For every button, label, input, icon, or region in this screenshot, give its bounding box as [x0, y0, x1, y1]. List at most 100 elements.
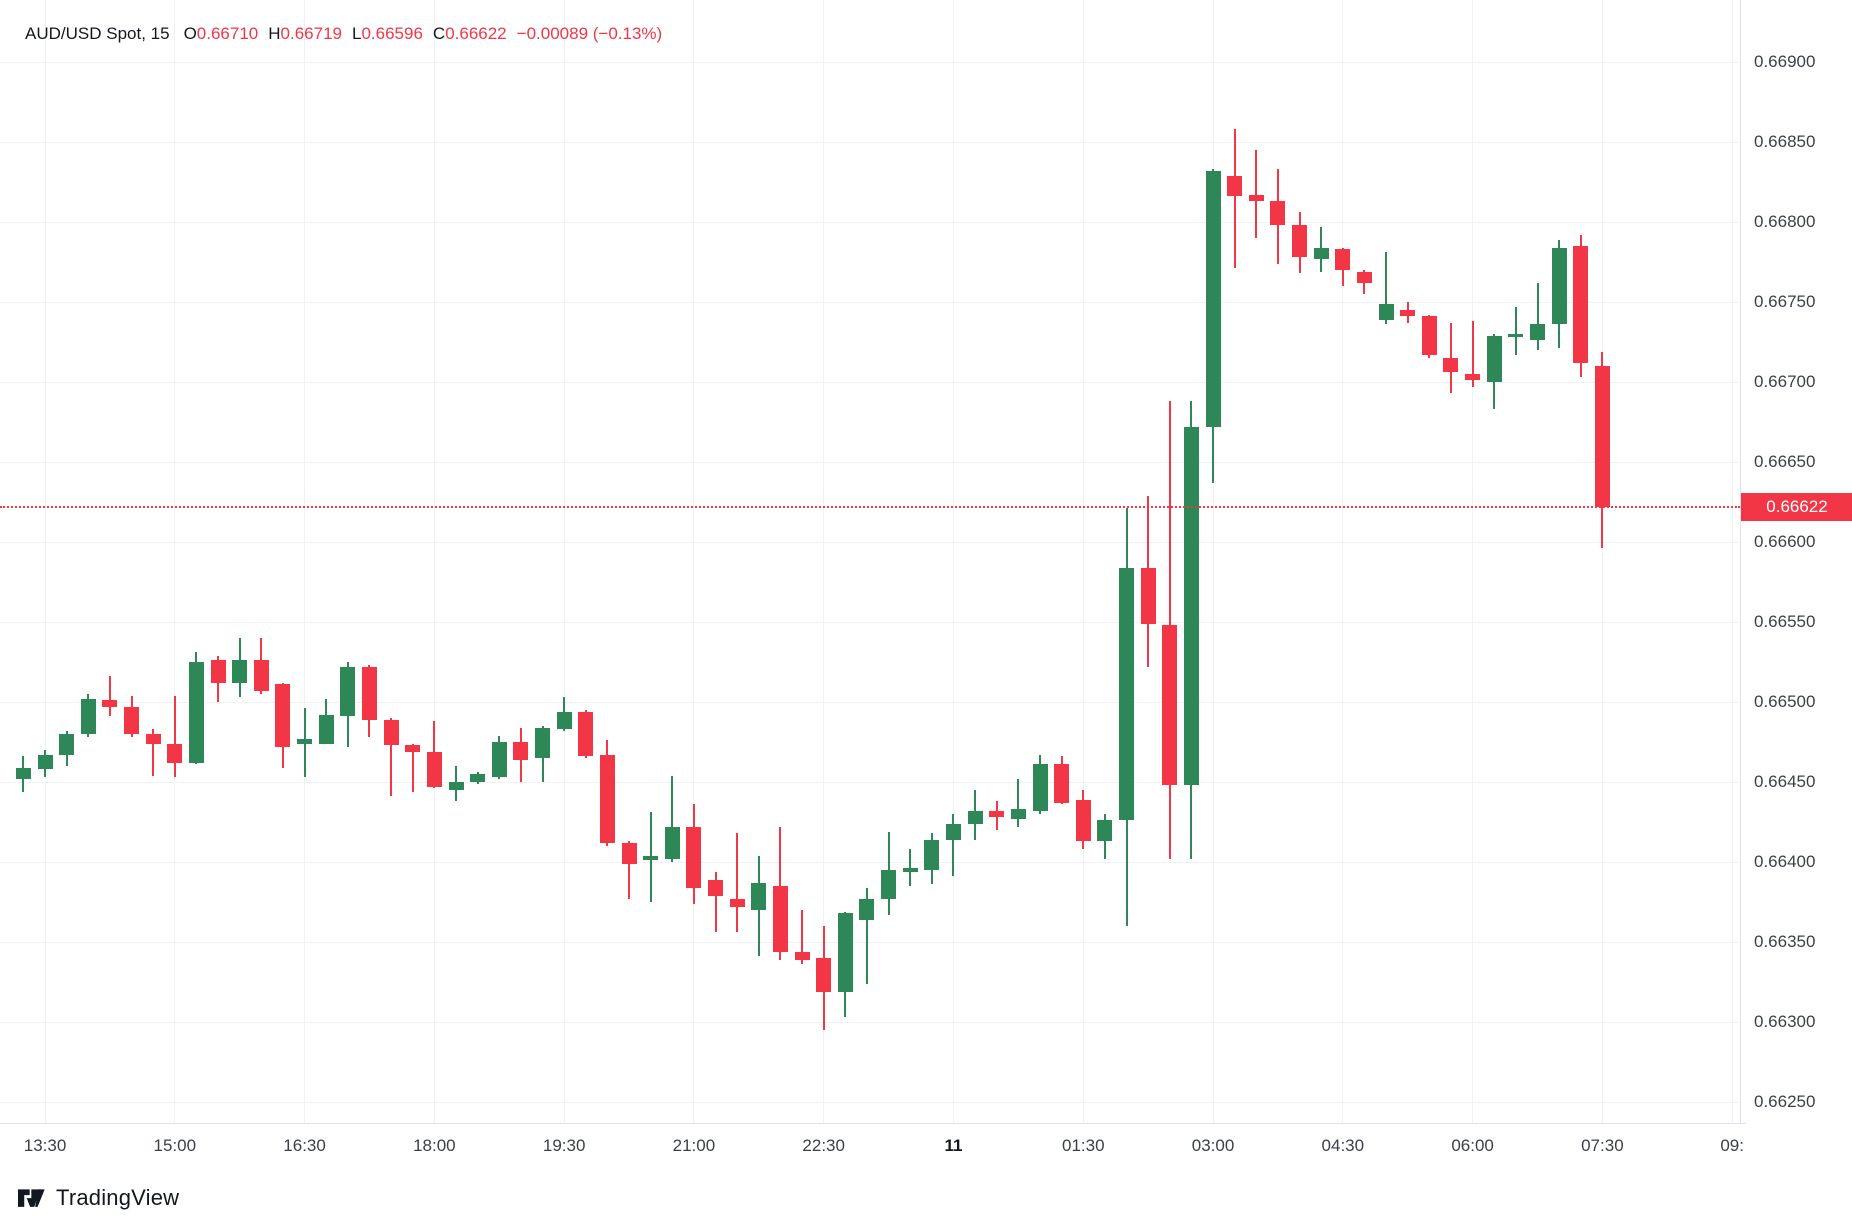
- candle[interactable]: [794, 951, 810, 960]
- candle[interactable]: [556, 711, 572, 730]
- candle-wick: [411, 743, 414, 792]
- candle[interactable]: [1075, 799, 1091, 842]
- price-axis-label: 0.66250: [1754, 1092, 1816, 1111]
- candle-wick: [736, 833, 739, 933]
- candle[interactable]: [1313, 247, 1329, 259]
- candle-wick: [1514, 306, 1517, 355]
- ohlc-item: L0.66596: [351, 24, 423, 43]
- candle[interactable]: [664, 826, 680, 859]
- candle[interactable]: [232, 660, 248, 683]
- candle[interactable]: [145, 734, 161, 744]
- candle[interactable]: [945, 823, 961, 840]
- candle[interactable]: [1335, 249, 1351, 270]
- candle[interactable]: [1010, 809, 1026, 819]
- candle[interactable]: [1119, 567, 1135, 821]
- candle[interactable]: [1054, 764, 1070, 803]
- candle[interactable]: [967, 810, 983, 824]
- tradingview-logo[interactable]: TradingView: [18, 1183, 179, 1213]
- candle[interactable]: [1248, 194, 1264, 202]
- candle[interactable]: [470, 774, 486, 782]
- candle[interactable]: [772, 886, 788, 952]
- price-axis[interactable]: 0.66900 0.66850 0.66800 0.66750 0.66700 0.666…: [1740, 0, 1852, 1123]
- candle[interactable]: [1573, 246, 1589, 363]
- price-axis-label: 0.66650: [1754, 452, 1816, 471]
- candle[interactable]: [1551, 247, 1567, 325]
- candle[interactable]: [729, 898, 745, 907]
- candle[interactable]: [15, 767, 31, 779]
- candle[interactable]: [881, 870, 897, 899]
- gridline-horizontal: [0, 1101, 1740, 1103]
- symbol-title[interactable]: AUD/USD Spot, 15: [25, 24, 170, 43]
- ohlc-item: H0.66719: [268, 24, 342, 43]
- candle[interactable]: [383, 719, 399, 746]
- candle[interactable]: [491, 742, 507, 778]
- candle-wick: [801, 910, 804, 965]
- candle[interactable]: [1400, 310, 1416, 317]
- candle-wick: [909, 849, 912, 886]
- candle[interactable]: [1140, 567, 1156, 624]
- candle[interactable]: [1227, 175, 1243, 197]
- candle[interactable]: [1032, 764, 1048, 811]
- candle[interactable]: [1594, 366, 1610, 507]
- candle-wick: [628, 841, 631, 899]
- candle[interactable]: [686, 826, 702, 888]
- candle[interactable]: [513, 742, 529, 760]
- candle[interactable]: [167, 743, 183, 763]
- candle[interactable]: [1421, 316, 1437, 355]
- price-axis-label: 0.66400: [1754, 852, 1816, 871]
- candle[interactable]: [275, 684, 291, 747]
- candle[interactable]: [708, 879, 724, 896]
- candle[interactable]: [1205, 170, 1221, 427]
- candle[interactable]: [102, 700, 118, 707]
- candle[interactable]: [1443, 358, 1459, 373]
- candle[interactable]: [989, 810, 1005, 818]
- candle[interactable]: [297, 738, 313, 744]
- candle[interactable]: [1356, 271, 1372, 283]
- candle[interactable]: [1183, 426, 1199, 786]
- candle[interactable]: [448, 782, 464, 790]
- candle[interactable]: [59, 734, 75, 755]
- candle[interactable]: [253, 660, 269, 691]
- candle[interactable]: [318, 714, 334, 744]
- candle[interactable]: [1378, 303, 1394, 320]
- candle[interactable]: [1270, 201, 1286, 226]
- time-axis-label: 11: [944, 1136, 963, 1155]
- candle[interactable]: [837, 913, 853, 992]
- candle[interactable]: [361, 666, 377, 720]
- candle[interactable]: [124, 706, 140, 734]
- candle[interactable]: [1508, 334, 1524, 338]
- plot-area[interactable]: [0, 0, 1740, 1123]
- candle[interactable]: [621, 842, 637, 864]
- candle-wick: [1385, 252, 1388, 325]
- candle[interactable]: [210, 660, 226, 683]
- candle[interactable]: [37, 754, 53, 770]
- ohlc-item: C0.66622: [432, 24, 507, 43]
- candle[interactable]: [80, 698, 96, 734]
- candle[interactable]: [426, 751, 442, 787]
- candle[interactable]: [751, 882, 767, 910]
- candle[interactable]: [859, 898, 875, 920]
- candle-wick: [1233, 129, 1236, 269]
- time-axis[interactable]: 13:30 15:00 16:30 18:00 19:30 21:00 22:30 11 01:…: [0, 1123, 1746, 1171]
- gridline-horizontal: [0, 541, 1740, 543]
- candle[interactable]: [1486, 335, 1502, 382]
- candle[interactable]: [643, 855, 659, 861]
- candle[interactable]: [340, 666, 356, 717]
- gridline-horizontal: [0, 141, 1740, 143]
- candle[interactable]: [1162, 625, 1178, 786]
- gridline-horizontal: [0, 61, 1740, 63]
- candle[interactable]: [924, 839, 940, 870]
- candle[interactable]: [535, 727, 551, 758]
- candle[interactable]: [1465, 374, 1481, 381]
- candle[interactable]: [902, 868, 918, 872]
- time-axis-label: 06:00: [1451, 1136, 1494, 1155]
- candle[interactable]: [578, 711, 594, 757]
- candle[interactable]: [1292, 225, 1308, 258]
- candle[interactable]: [599, 754, 615, 843]
- candle[interactable]: [1097, 820, 1113, 842]
- candle-wick: [152, 729, 155, 776]
- candle[interactable]: [188, 662, 204, 763]
- candle[interactable]: [816, 958, 832, 992]
- candle[interactable]: [405, 745, 421, 752]
- candle[interactable]: [1530, 324, 1545, 341]
